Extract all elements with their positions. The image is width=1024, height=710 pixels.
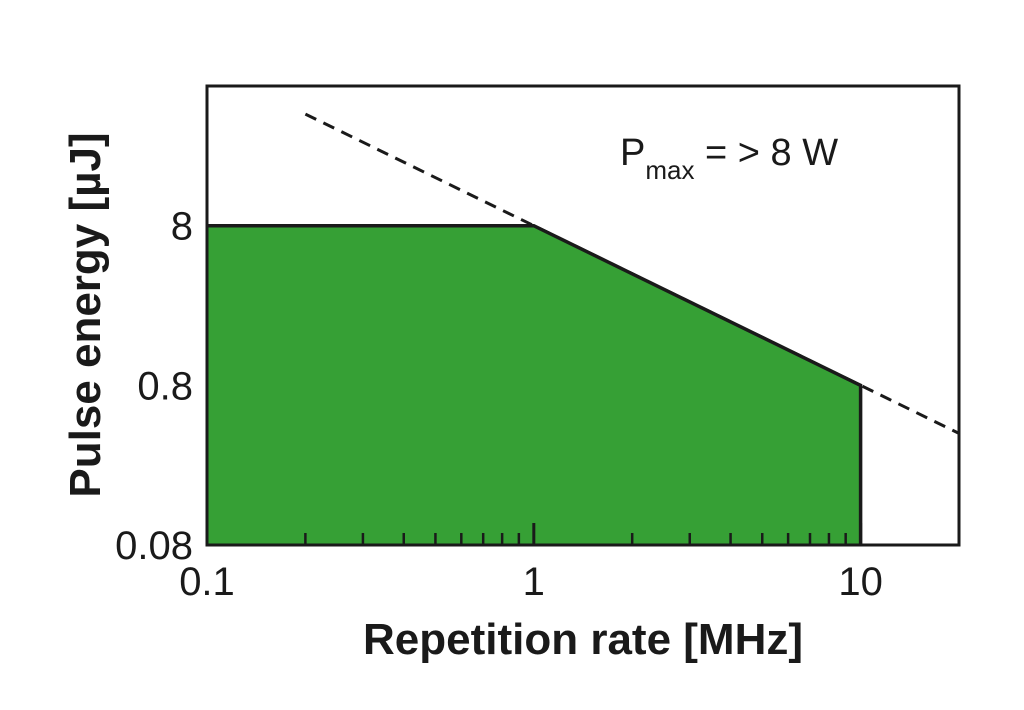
y-tick-label: 0.8 — [137, 364, 193, 408]
max-power-annotation: Pmax = > 8 W — [620, 132, 838, 185]
x-tick-label: 1 — [523, 560, 545, 604]
y-tick-label: 0.08 — [115, 524, 193, 568]
plot-area — [207, 112, 960, 545]
plot-frame — [205, 84, 961, 547]
x-tick-labels: 0.1 1 10 — [179, 560, 883, 604]
x-tick-label: 0.1 — [179, 560, 235, 604]
annotation-main: P — [620, 132, 645, 174]
operating-region-boundary — [207, 223, 863, 545]
x-axis-title: Repetition rate [MHz] — [363, 615, 803, 664]
y-axis-title: Pulse energy [µJ] — [61, 132, 110, 497]
annotation-subscript: max — [645, 155, 694, 185]
y-tick-label: 8 — [171, 205, 193, 249]
x-tick-label: 10 — [838, 560, 883, 604]
annotation-value: = > 8 W — [694, 132, 838, 174]
operating-region-area — [207, 225, 861, 545]
y-tick-labels: 0.08 0.8 8 — [115, 205, 193, 568]
